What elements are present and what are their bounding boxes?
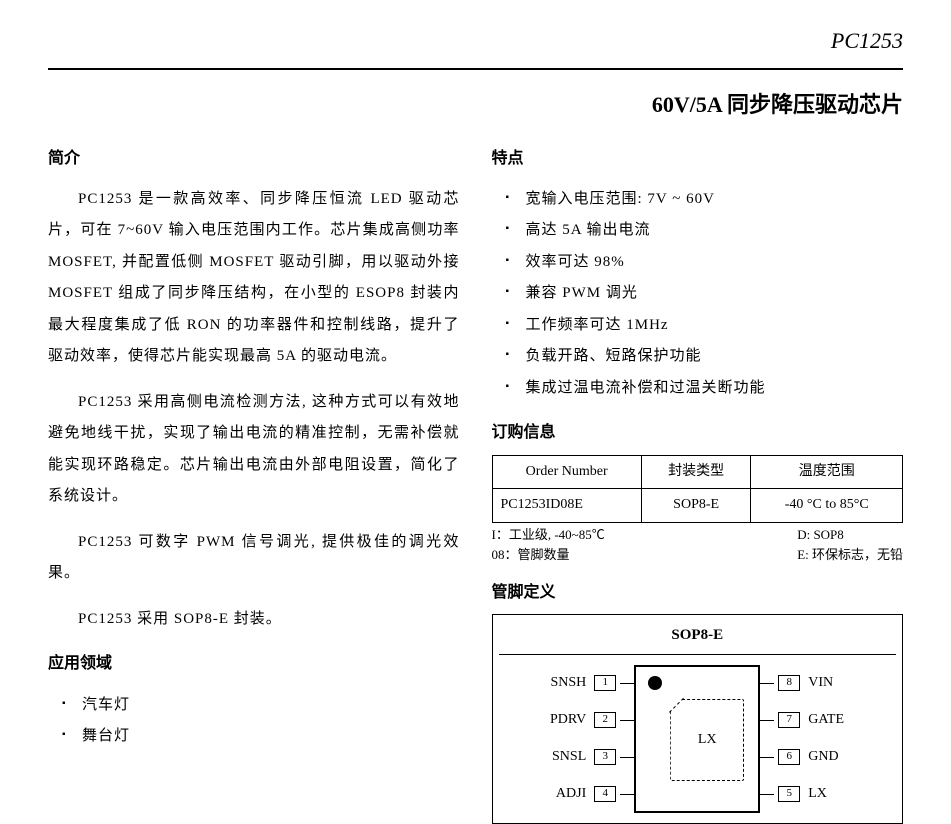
pinout-package-label: SOP8-E — [499, 621, 897, 655]
list-item: 集成过温电流补偿和过温关断功能 — [506, 373, 904, 405]
table-header-cell: 温度范围 — [751, 455, 903, 489]
list-item: 舞台灯 — [62, 721, 460, 753]
part-number-header: PC1253 — [48, 20, 903, 70]
list-item: 兼容 PWM 调光 — [506, 278, 904, 310]
list-item: 效率可达 98% — [506, 247, 904, 279]
pin-name: PDRV — [538, 707, 590, 734]
applications-heading: 应用领域 — [48, 649, 460, 679]
table-cell: -40 °C to 85°C — [751, 489, 903, 523]
legend-line: E: 环保标志，无铅 — [797, 545, 903, 565]
intro-paragraph: PC1253 可数字 PWM 信号调光, 提供极佳的调光效果。 — [48, 527, 460, 590]
pin-lead-icon — [620, 794, 634, 795]
content-columns: 简介 PC1253 是一款高效率、同步降压恒流 LED 驱动芯片，可在 7~60… — [48, 144, 903, 824]
pinout-diagram: SOP8-E SNSH 1 PDRV 2 — [492, 614, 904, 824]
chip-exposed-pad: LX — [670, 699, 744, 781]
pin-number: 5 — [778, 786, 800, 802]
table-header-row: Order Number 封装类型 温度范围 — [492, 455, 903, 489]
pinout-heading: 管脚定义 — [492, 578, 904, 608]
ordering-legend: I：工业级, -40~85℃ 08：管脚数量 D: SOP8 E: 环保标志，无… — [492, 525, 904, 564]
datasheet-page: PC1253 60V/5A 同步降压驱动芯片 简介 PC1253 是一款高效率、… — [0, 0, 951, 778]
ordering-table: Order Number 封装类型 温度范围 PC1253ID08E SOP8-… — [492, 455, 904, 523]
pin-number: 7 — [778, 712, 800, 728]
table-header-cell: 封装类型 — [641, 455, 751, 489]
pin-row: 8 VIN — [760, 665, 856, 701]
chip-notch-icon — [669, 698, 685, 714]
pin-number: 1 — [594, 675, 616, 691]
pin-number: 8 — [778, 675, 800, 691]
pin-number: 2 — [594, 712, 616, 728]
pin-left-column: SNSH 1 PDRV 2 SNSL 3 — [538, 665, 634, 813]
table-row: PC1253ID08E SOP8-E -40 °C to 85°C — [492, 489, 903, 523]
chip-body-icon: LX — [634, 665, 760, 813]
legend-line: 08：管脚数量 — [492, 545, 605, 565]
pin-row: ADJI 4 — [538, 776, 634, 812]
pin-name: LX — [804, 781, 856, 808]
ordering-legend-left: I：工业级, -40~85℃ 08：管脚数量 — [492, 525, 605, 564]
pin-name: VIN — [804, 670, 856, 697]
right-column: 特点 宽输入电压范围: 7V ~ 60V 高达 5A 输出电流 效率可达 98%… — [492, 144, 904, 824]
intro-paragraph: PC1253 是一款高效率、同步降压恒流 LED 驱动芯片，可在 7~60V 输… — [48, 184, 460, 373]
list-item: 汽车灯 — [62, 690, 460, 722]
features-list: 宽输入电压范围: 7V ~ 60V 高达 5A 输出电流 效率可达 98% 兼容… — [492, 184, 904, 405]
intro-paragraph: PC1253 采用高侧电流检测方法, 这种方式可以有效地避免地线干扰，实现了输出… — [48, 387, 460, 513]
list-item: 宽输入电压范围: 7V ~ 60V — [506, 184, 904, 216]
list-item: 负载开路、短路保护功能 — [506, 341, 904, 373]
pin-lead-icon — [760, 683, 774, 684]
table-cell: SOP8-E — [641, 489, 751, 523]
ordering-heading: 订购信息 — [492, 418, 904, 448]
pin-lead-icon — [760, 720, 774, 721]
pin1-dot-icon — [648, 676, 662, 690]
ordering-legend-right: D: SOP8 E: 环保标志，无铅 — [797, 525, 903, 564]
pin-row: SNSH 1 — [538, 665, 634, 701]
pinout-chip-row: SNSH 1 PDRV 2 SNSL 3 — [499, 665, 897, 813]
intro-paragraph: PC1253 采用 SOP8-E 封装。 — [48, 604, 460, 636]
list-item: 高达 5A 输出电流 — [506, 215, 904, 247]
legend-line: I：工业级, -40~85℃ — [492, 525, 605, 545]
pin-row: 5 LX — [760, 776, 856, 812]
list-item: 工作频率可达 1MHz — [506, 310, 904, 342]
pin-name: GND — [804, 744, 856, 771]
pin-name: SNSL — [538, 744, 590, 771]
pin-row: 6 GND — [760, 739, 856, 775]
features-heading: 特点 — [492, 144, 904, 174]
pin-lead-icon — [760, 794, 774, 795]
pin-name: ADJI — [538, 781, 590, 808]
pin-number: 3 — [594, 749, 616, 765]
legend-line: D: SOP8 — [797, 525, 903, 545]
left-column: 简介 PC1253 是一款高效率、同步降压恒流 LED 驱动芯片，可在 7~60… — [48, 144, 460, 824]
pin-row: SNSL 3 — [538, 739, 634, 775]
pin-name: GATE — [804, 707, 856, 734]
page-title: 60V/5A 同步降压驱动芯片 — [48, 84, 903, 126]
pin-lead-icon — [620, 757, 634, 758]
table-header-cell: Order Number — [492, 455, 641, 489]
pin-number: 6 — [778, 749, 800, 765]
pin-row: PDRV 2 — [538, 702, 634, 738]
pin-row: 7 GATE — [760, 702, 856, 738]
pin-lead-icon — [620, 683, 634, 684]
pin-number: 4 — [594, 786, 616, 802]
pin-right-column: 8 VIN 7 GATE 6 GND — [760, 665, 856, 813]
pin-lead-icon — [760, 757, 774, 758]
intro-heading: 简介 — [48, 144, 460, 174]
pin-lead-icon — [620, 720, 634, 721]
applications-list: 汽车灯 舞台灯 — [48, 690, 460, 753]
pin-name: SNSH — [538, 670, 590, 697]
table-cell: PC1253ID08E — [492, 489, 641, 523]
